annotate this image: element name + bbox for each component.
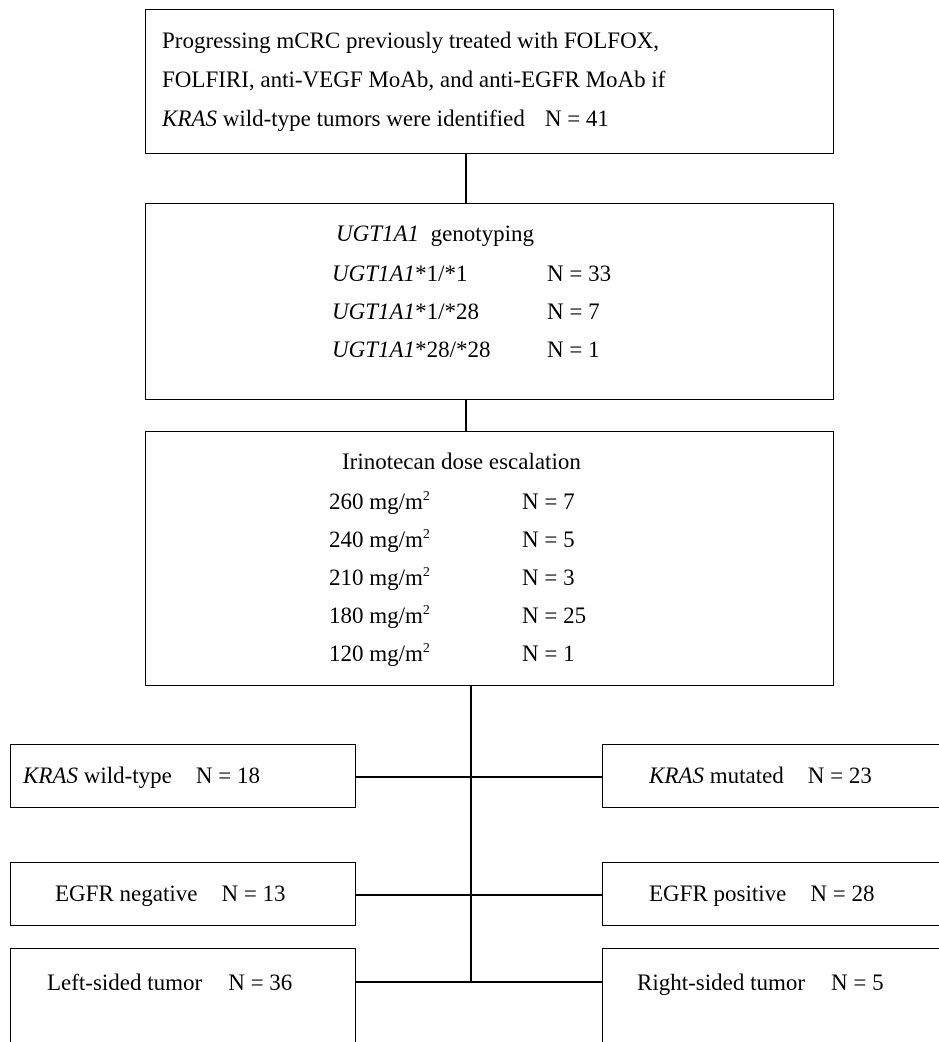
dose-unit: mg/m	[369, 603, 423, 628]
genotype-gene: UGT1A1	[332, 337, 416, 362]
dose-value: 210	[329, 565, 364, 590]
genotyping-gene: UGT1A1	[336, 221, 420, 246]
egfr-positive-text: EGFR positive	[649, 881, 787, 906]
connector-dose-trunk	[470, 686, 472, 982]
kras-status: mutated	[703, 763, 784, 788]
egfr-positive-box: EGFR positive N = 28	[602, 862, 939, 926]
kras-mutated-box: KRAS mutated N = 23	[602, 744, 939, 808]
connector-side-branch	[356, 981, 603, 983]
kras-mutated-n: N = 23	[807, 763, 872, 788]
dose-unit-sup: 2	[422, 527, 430, 542]
dose-row-5: 120 mg/m2	[329, 639, 430, 669]
egfr-negative-label: EGFR negative N = 13	[55, 863, 286, 924]
egfr-negative-box: EGFR negative N = 13	[10, 862, 356, 926]
genotype-allele: *1/*1	[415, 261, 468, 286]
genotyping-title: UGT1A1 genotyping	[336, 219, 534, 249]
inclusion-criteria-box: Progressing mCRC previously treated with…	[145, 9, 834, 154]
right-sided-tumor-box: Right-sided tumor N = 5	[602, 948, 939, 1042]
egfr-positive-label: EGFR positive N = 28	[649, 863, 874, 924]
genotype-allele: *28/*28	[415, 337, 491, 362]
dose-unit: mg/m	[369, 565, 423, 590]
kras-gene-label: KRAS	[162, 106, 217, 131]
genotyping-title-text: genotyping	[430, 221, 535, 246]
dose-escalation-box: Irinotecan dose escalation 260 mg/m2 N =…	[145, 431, 834, 686]
dose-row-4-n: N = 25	[522, 603, 587, 628]
total-n: N = 41	[544, 106, 609, 131]
kras-wild-type-box: KRAS wild-type N = 18	[10, 744, 356, 808]
left-sided-tumor-text: Left-sided tumor	[47, 970, 203, 995]
dose-row-1-n: N = 7	[522, 489, 575, 514]
inclusion-line-3: KRAS wild-type tumors were identified N =…	[162, 106, 609, 132]
dose-row-2: 240 mg/m2	[329, 525, 430, 555]
egfr-positive-n: N = 28	[810, 881, 875, 906]
dose-unit-sup: 2	[422, 565, 430, 580]
right-sided-tumor-label: Right-sided tumor N = 5	[637, 952, 884, 1013]
genotype-row-1: UGT1A1*1/*1	[332, 259, 467, 289]
right-sided-tumor-text: Right-sided tumor	[637, 970, 806, 995]
kras-wild-type-label: KRAS wild-type N = 18	[23, 745, 260, 806]
dose-row-5-n: N = 1	[522, 641, 575, 666]
kras-wild-type-n: N = 18	[195, 763, 260, 788]
dose-unit: mg/m	[369, 527, 423, 552]
genotype-row-3-n: N = 1	[547, 337, 600, 362]
genotype-row-3: UGT1A1*28/*28	[332, 335, 490, 365]
dose-unit: mg/m	[369, 641, 423, 666]
dose-row-2-n: N = 5	[522, 527, 575, 552]
dose-unit-sup: 2	[422, 489, 430, 504]
left-sided-tumor-n: N = 36	[228, 970, 293, 995]
dose-value: 260	[329, 489, 364, 514]
inclusion-line-2: FOLFIRI, anti-VEGF MoAb, and anti-EGFR M…	[162, 67, 666, 92]
egfr-negative-n: N = 13	[221, 881, 286, 906]
dose-row-1: 260 mg/m2	[329, 487, 430, 517]
genotype-gene: UGT1A1	[332, 299, 416, 324]
kras-mutated-label: KRAS mutated N = 23	[649, 745, 872, 806]
dose-unit-sup: 2	[422, 603, 430, 618]
connector-kras-branch	[356, 776, 603, 778]
right-sided-tumor-n: N = 5	[831, 970, 884, 995]
genotype-row-2-n: N = 7	[547, 299, 600, 324]
dose-row-3: 210 mg/m2	[329, 563, 430, 593]
egfr-negative-text: EGFR negative	[55, 881, 198, 906]
connector-genotyping-dose	[465, 400, 467, 431]
genotype-row-1-n: N = 33	[547, 261, 612, 286]
kras-gene: KRAS	[23, 763, 78, 788]
dose-value: 180	[329, 603, 364, 628]
dose-value: 240	[329, 527, 364, 552]
dose-unit: mg/m	[369, 489, 423, 514]
dose-value: 120	[329, 641, 364, 666]
genotype-gene: UGT1A1	[332, 261, 416, 286]
kras-status: wild-type	[77, 763, 172, 788]
genotype-row-2: UGT1A1*1/*28	[332, 297, 479, 327]
connector-intro-genotyping	[465, 154, 467, 203]
left-sided-tumor-box: Left-sided tumor N = 36	[10, 948, 356, 1042]
dose-row-4: 180 mg/m2	[329, 601, 430, 631]
dose-unit-sup: 2	[422, 641, 430, 656]
genotype-allele: *1/*28	[415, 299, 479, 324]
dose-row-3-n: N = 3	[522, 565, 575, 590]
left-sided-tumor-label: Left-sided tumor N = 36	[47, 952, 292, 1013]
dose-escalation-title: Irinotecan dose escalation	[342, 449, 581, 474]
inclusion-line-3-text: wild-type tumors were identified	[216, 106, 525, 131]
inclusion-line-1: Progressing mCRC previously treated with…	[162, 28, 660, 53]
kras-gene: KRAS	[649, 763, 704, 788]
genotyping-box: UGT1A1 genotyping UGT1A1*1/*1 N = 33 UGT…	[145, 203, 834, 400]
connector-egfr-branch	[356, 894, 603, 896]
